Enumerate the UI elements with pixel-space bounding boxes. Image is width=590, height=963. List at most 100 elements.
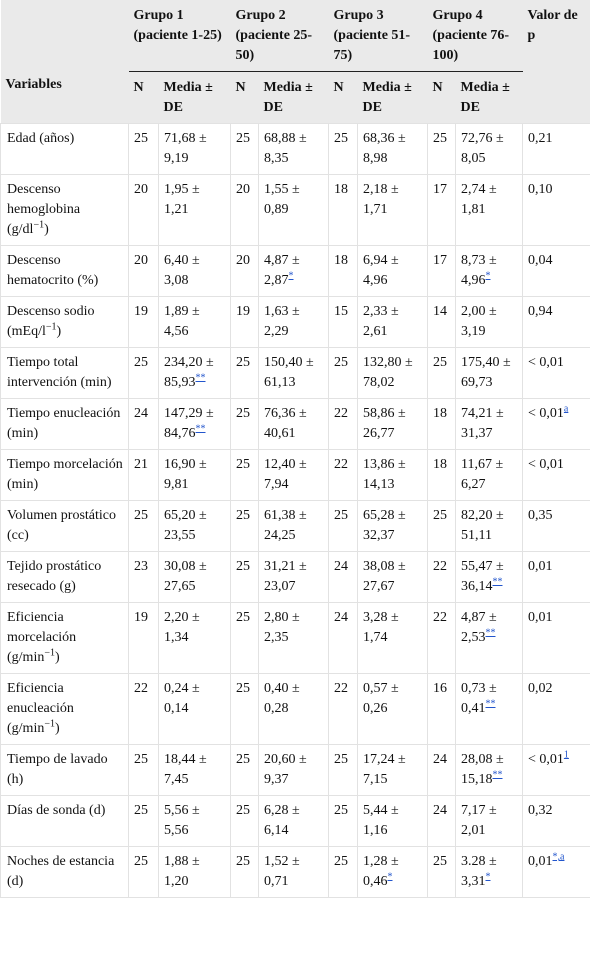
variable-name: Tiempo total intervención (min) bbox=[7, 355, 112, 390]
mean-value: 1,28 ± 0,46 bbox=[363, 854, 399, 889]
mean-value: 30,08 ± 27,65 bbox=[164, 559, 207, 594]
footnote-link[interactable]: ** bbox=[485, 698, 496, 710]
mean-value: 1,89 ± 4,56 bbox=[164, 304, 200, 339]
footnote-link[interactable]: * bbox=[288, 270, 294, 282]
mean-value: 2,18 ± 1,71 bbox=[363, 182, 399, 217]
variable-name: Tejido prostático resecado (g) bbox=[7, 559, 102, 594]
mean-header: Media ± DE bbox=[357, 71, 428, 124]
group-header: Grupo 1 (paciente 1-25) bbox=[128, 0, 231, 72]
p-value: 0,04 bbox=[528, 253, 553, 268]
table-body: Edad (años) 25 71,68 ± 9,19 25 68,88 ± 8,35 2… bbox=[0, 123, 590, 898]
footnote-link[interactable]: * bbox=[387, 871, 393, 883]
footnote-link[interactable]: ** bbox=[492, 576, 503, 588]
variable-name: Edad (años) bbox=[7, 131, 75, 146]
n-cell: 22 bbox=[328, 673, 358, 745]
variable-name: Días de sonda (d) bbox=[7, 803, 106, 818]
mean-cell: 1,88 ± 1,20 bbox=[158, 846, 231, 898]
mean-value: 82,20 ± 51,11 bbox=[461, 508, 504, 543]
mean-cell: 76,36 ± 40,61 bbox=[258, 398, 329, 450]
mean-cell: 0,73 ± 0,41** bbox=[455, 673, 523, 745]
mean-value: 1,63 ± 2,29 bbox=[264, 304, 300, 339]
mean-cell: 1,95 ± 1,21 bbox=[158, 174, 231, 246]
n-cell: 25 bbox=[230, 347, 259, 399]
n-cell: 25 bbox=[427, 846, 456, 898]
mean-cell: 0,40 ± 0,28 bbox=[258, 673, 329, 745]
mean-cell: 65,28 ± 32,37 bbox=[357, 500, 428, 552]
footnote-link[interactable]: ** bbox=[485, 627, 496, 639]
p-value: 0,02 bbox=[528, 681, 553, 696]
p-value: 0,01 bbox=[528, 610, 553, 625]
n-cell: 23 bbox=[128, 551, 159, 603]
n-cell: 17 bbox=[427, 174, 456, 246]
p-cell: 0,02 bbox=[522, 673, 590, 745]
mean-value: 234,20 ± 85,93 bbox=[164, 355, 214, 390]
mean-value: 4,87 ± 2,87 bbox=[264, 253, 300, 288]
mean-value: 6,28 ± 6,14 bbox=[264, 803, 300, 838]
mean-value: 0,57 ± 0,26 bbox=[363, 681, 399, 716]
mean-cell: 31,21 ± 23,07 bbox=[258, 551, 329, 603]
n-cell: 21 bbox=[128, 449, 159, 501]
n-cell: 24 bbox=[128, 398, 159, 450]
footnote-link[interactable]: ** bbox=[492, 769, 503, 781]
mean-value: 11,67 ± 6,27 bbox=[461, 457, 504, 492]
variable-name: Noches de estancia (d) bbox=[7, 854, 115, 889]
n-cell: 20 bbox=[230, 174, 259, 246]
p-value: 0,01 bbox=[528, 854, 553, 869]
mean-value: 31,21 ± 23,07 bbox=[264, 559, 307, 594]
n-cell: 24 bbox=[427, 795, 456, 847]
n-cell: 16 bbox=[427, 673, 456, 745]
n-cell: 25 bbox=[328, 500, 358, 552]
group-header: Grupo 4 (paciente 76-100) bbox=[427, 0, 523, 72]
table-row: Tiempo de lavado (h) 25 18,44 ± 7,45 25 20,6… bbox=[0, 744, 590, 796]
p-cell: 0,01 bbox=[522, 551, 590, 603]
mean-cell: 65,20 ± 23,55 bbox=[158, 500, 231, 552]
p-cell: 0,01 bbox=[522, 602, 590, 674]
mean-value: 65,28 ± 32,37 bbox=[363, 508, 406, 543]
mean-cell: 1,63 ± 2,29 bbox=[258, 296, 329, 348]
variable-name: Descenso sodio (mEq/l bbox=[7, 304, 95, 339]
mean-header: Media ± DE bbox=[258, 71, 329, 124]
mean-value: 2,00 ± 3,19 bbox=[461, 304, 497, 339]
footnote-link[interactable]: *,a bbox=[552, 851, 565, 863]
n-cell: 24 bbox=[328, 551, 358, 603]
n-cell: 25 bbox=[128, 744, 159, 796]
header-cell: Variables bbox=[0, 0, 129, 124]
variable-name: Eficiencia morcelación (g/min bbox=[7, 610, 77, 665]
mean-cell: 55,47 ± 36,14** bbox=[455, 551, 523, 603]
n-cell: 25 bbox=[128, 347, 159, 399]
n-cell: 25 bbox=[230, 398, 259, 450]
p-value: < 0,01 bbox=[528, 752, 564, 767]
p-cell: 0,94 bbox=[522, 296, 590, 348]
footnote-link[interactable]: ** bbox=[195, 423, 206, 435]
mean-cell: 175,40 ± 69,73 bbox=[455, 347, 523, 399]
mean-cell: 234,20 ± 85,93** bbox=[158, 347, 231, 399]
mean-value: 17,24 ± 7,15 bbox=[363, 752, 406, 787]
mean-cell: 2,18 ± 1,71 bbox=[357, 174, 428, 246]
footnote-link[interactable]: * bbox=[485, 871, 491, 883]
p-cell: 0,35 bbox=[522, 500, 590, 552]
p-value: < 0,01 bbox=[528, 457, 564, 472]
group-header: Grupo 2 (paciente 25-50) bbox=[230, 0, 329, 72]
mean-value: 5,44 ± 1,16 bbox=[363, 803, 399, 838]
mean-cell: 6,28 ± 6,14 bbox=[258, 795, 329, 847]
n-cell: 22 bbox=[128, 673, 159, 745]
table-row: Descenso hemoglobina (g/dl−1) 20 1,95 ± 1,… bbox=[0, 174, 590, 246]
n-cell: 25 bbox=[230, 846, 259, 898]
footnote-link[interactable]: ** bbox=[195, 372, 206, 384]
footnote-link[interactable]: 1 bbox=[563, 749, 569, 761]
variable-cell: Descenso hemoglobina (g/dl−1) bbox=[0, 174, 129, 246]
n-cell: 18 bbox=[427, 449, 456, 501]
footnote-link[interactable]: * bbox=[485, 270, 491, 282]
header-row: N Media ± DE N Media ± DE N Media ± DE N Media … bbox=[1, 71, 590, 124]
footnote-link[interactable]: a bbox=[563, 403, 569, 415]
n-cell: 25 bbox=[328, 744, 358, 796]
n-cell: 25 bbox=[128, 123, 159, 175]
mean-value: 58,86 ± 26,77 bbox=[363, 406, 406, 441]
mean-value: 8,73 ± 4,96 bbox=[461, 253, 497, 288]
mean-cell: 1,89 ± 4,56 bbox=[158, 296, 231, 348]
mean-cell: 4,87 ± 2,53** bbox=[455, 602, 523, 674]
table-row: Volumen prostático (cc) 25 65,20 ± 23,55 25… bbox=[0, 500, 590, 552]
n-cell: 20 bbox=[128, 174, 159, 246]
p-cell: 0,10 bbox=[522, 174, 590, 246]
table-row: Tiempo morcelación (min) 21 16,90 ± 9,81 25… bbox=[0, 449, 590, 501]
